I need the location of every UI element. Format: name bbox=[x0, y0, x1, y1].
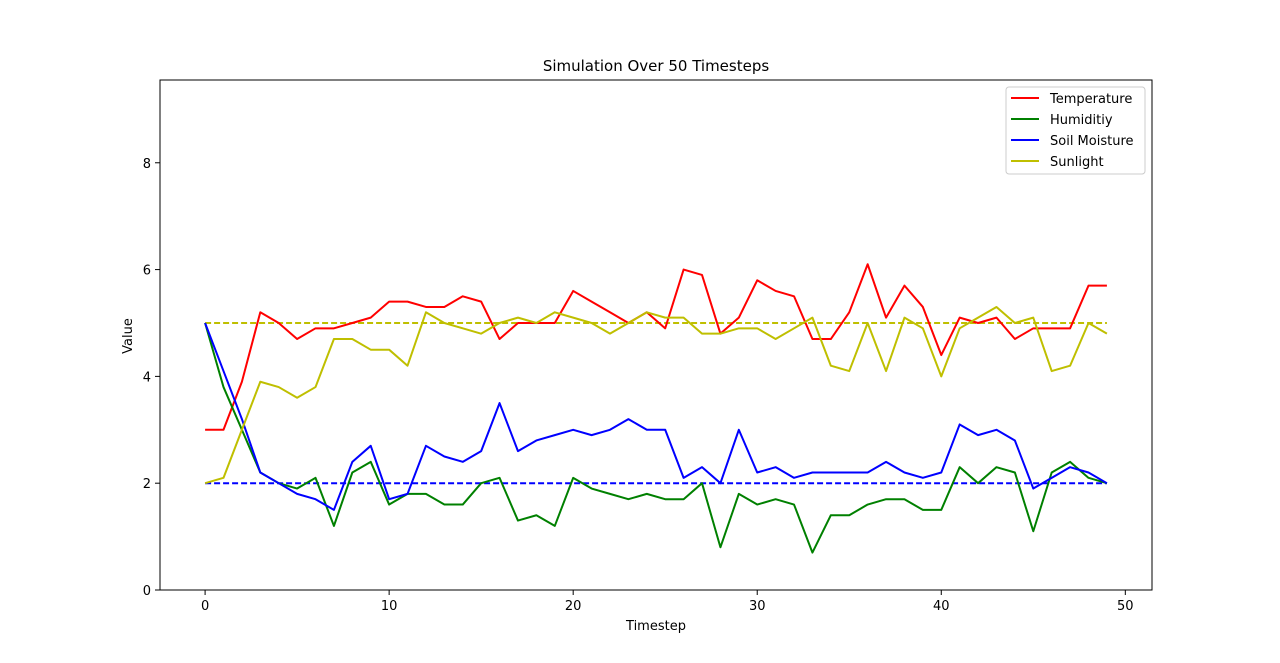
y-tick-label: 4 bbox=[143, 370, 151, 385]
legend-label: Soil Moisture bbox=[1050, 134, 1134, 149]
legend-label: Humiditiy bbox=[1050, 113, 1113, 128]
x-tick-label: 50 bbox=[1117, 599, 1134, 614]
series-line-humiditiy bbox=[204, 322, 1108, 554]
x-tick-label: 30 bbox=[749, 599, 766, 614]
chart-title: Simulation Over 50 Timesteps bbox=[543, 57, 770, 75]
x-tick-label: 20 bbox=[565, 599, 582, 614]
series-line-sunlight bbox=[204, 305, 1108, 485]
series-lines bbox=[204, 263, 1108, 554]
series-line-temperature bbox=[205, 263, 1107, 431]
plot-area-frame bbox=[159, 79, 1153, 591]
y-tick-label: 2 bbox=[143, 477, 151, 492]
legend-box bbox=[1005, 86, 1146, 175]
x-axis-label: Timestep bbox=[625, 619, 686, 634]
y-tick-label: 0 bbox=[143, 584, 151, 599]
x-tick-label: 10 bbox=[381, 599, 398, 614]
y-tick-label: 8 bbox=[143, 157, 151, 172]
legend-label: Sunlight bbox=[1050, 155, 1104, 170]
x-tick-label: 0 bbox=[201, 599, 209, 614]
legend: Temperature Humiditiy Soil Moisture Sunligh… bbox=[1005, 86, 1146, 175]
y-tick-label: 6 bbox=[143, 264, 151, 279]
y-axis-ticks: 0 2 4 6 8 bbox=[143, 157, 160, 599]
y-axis-label: Value bbox=[121, 318, 136, 354]
series-line-soil-moisture bbox=[204, 322, 1108, 511]
x-tick-label: 40 bbox=[933, 599, 950, 614]
x-axis-ticks: 0 10 20 30 40 50 bbox=[201, 590, 1134, 614]
legend-label: Temperature bbox=[1049, 92, 1132, 107]
